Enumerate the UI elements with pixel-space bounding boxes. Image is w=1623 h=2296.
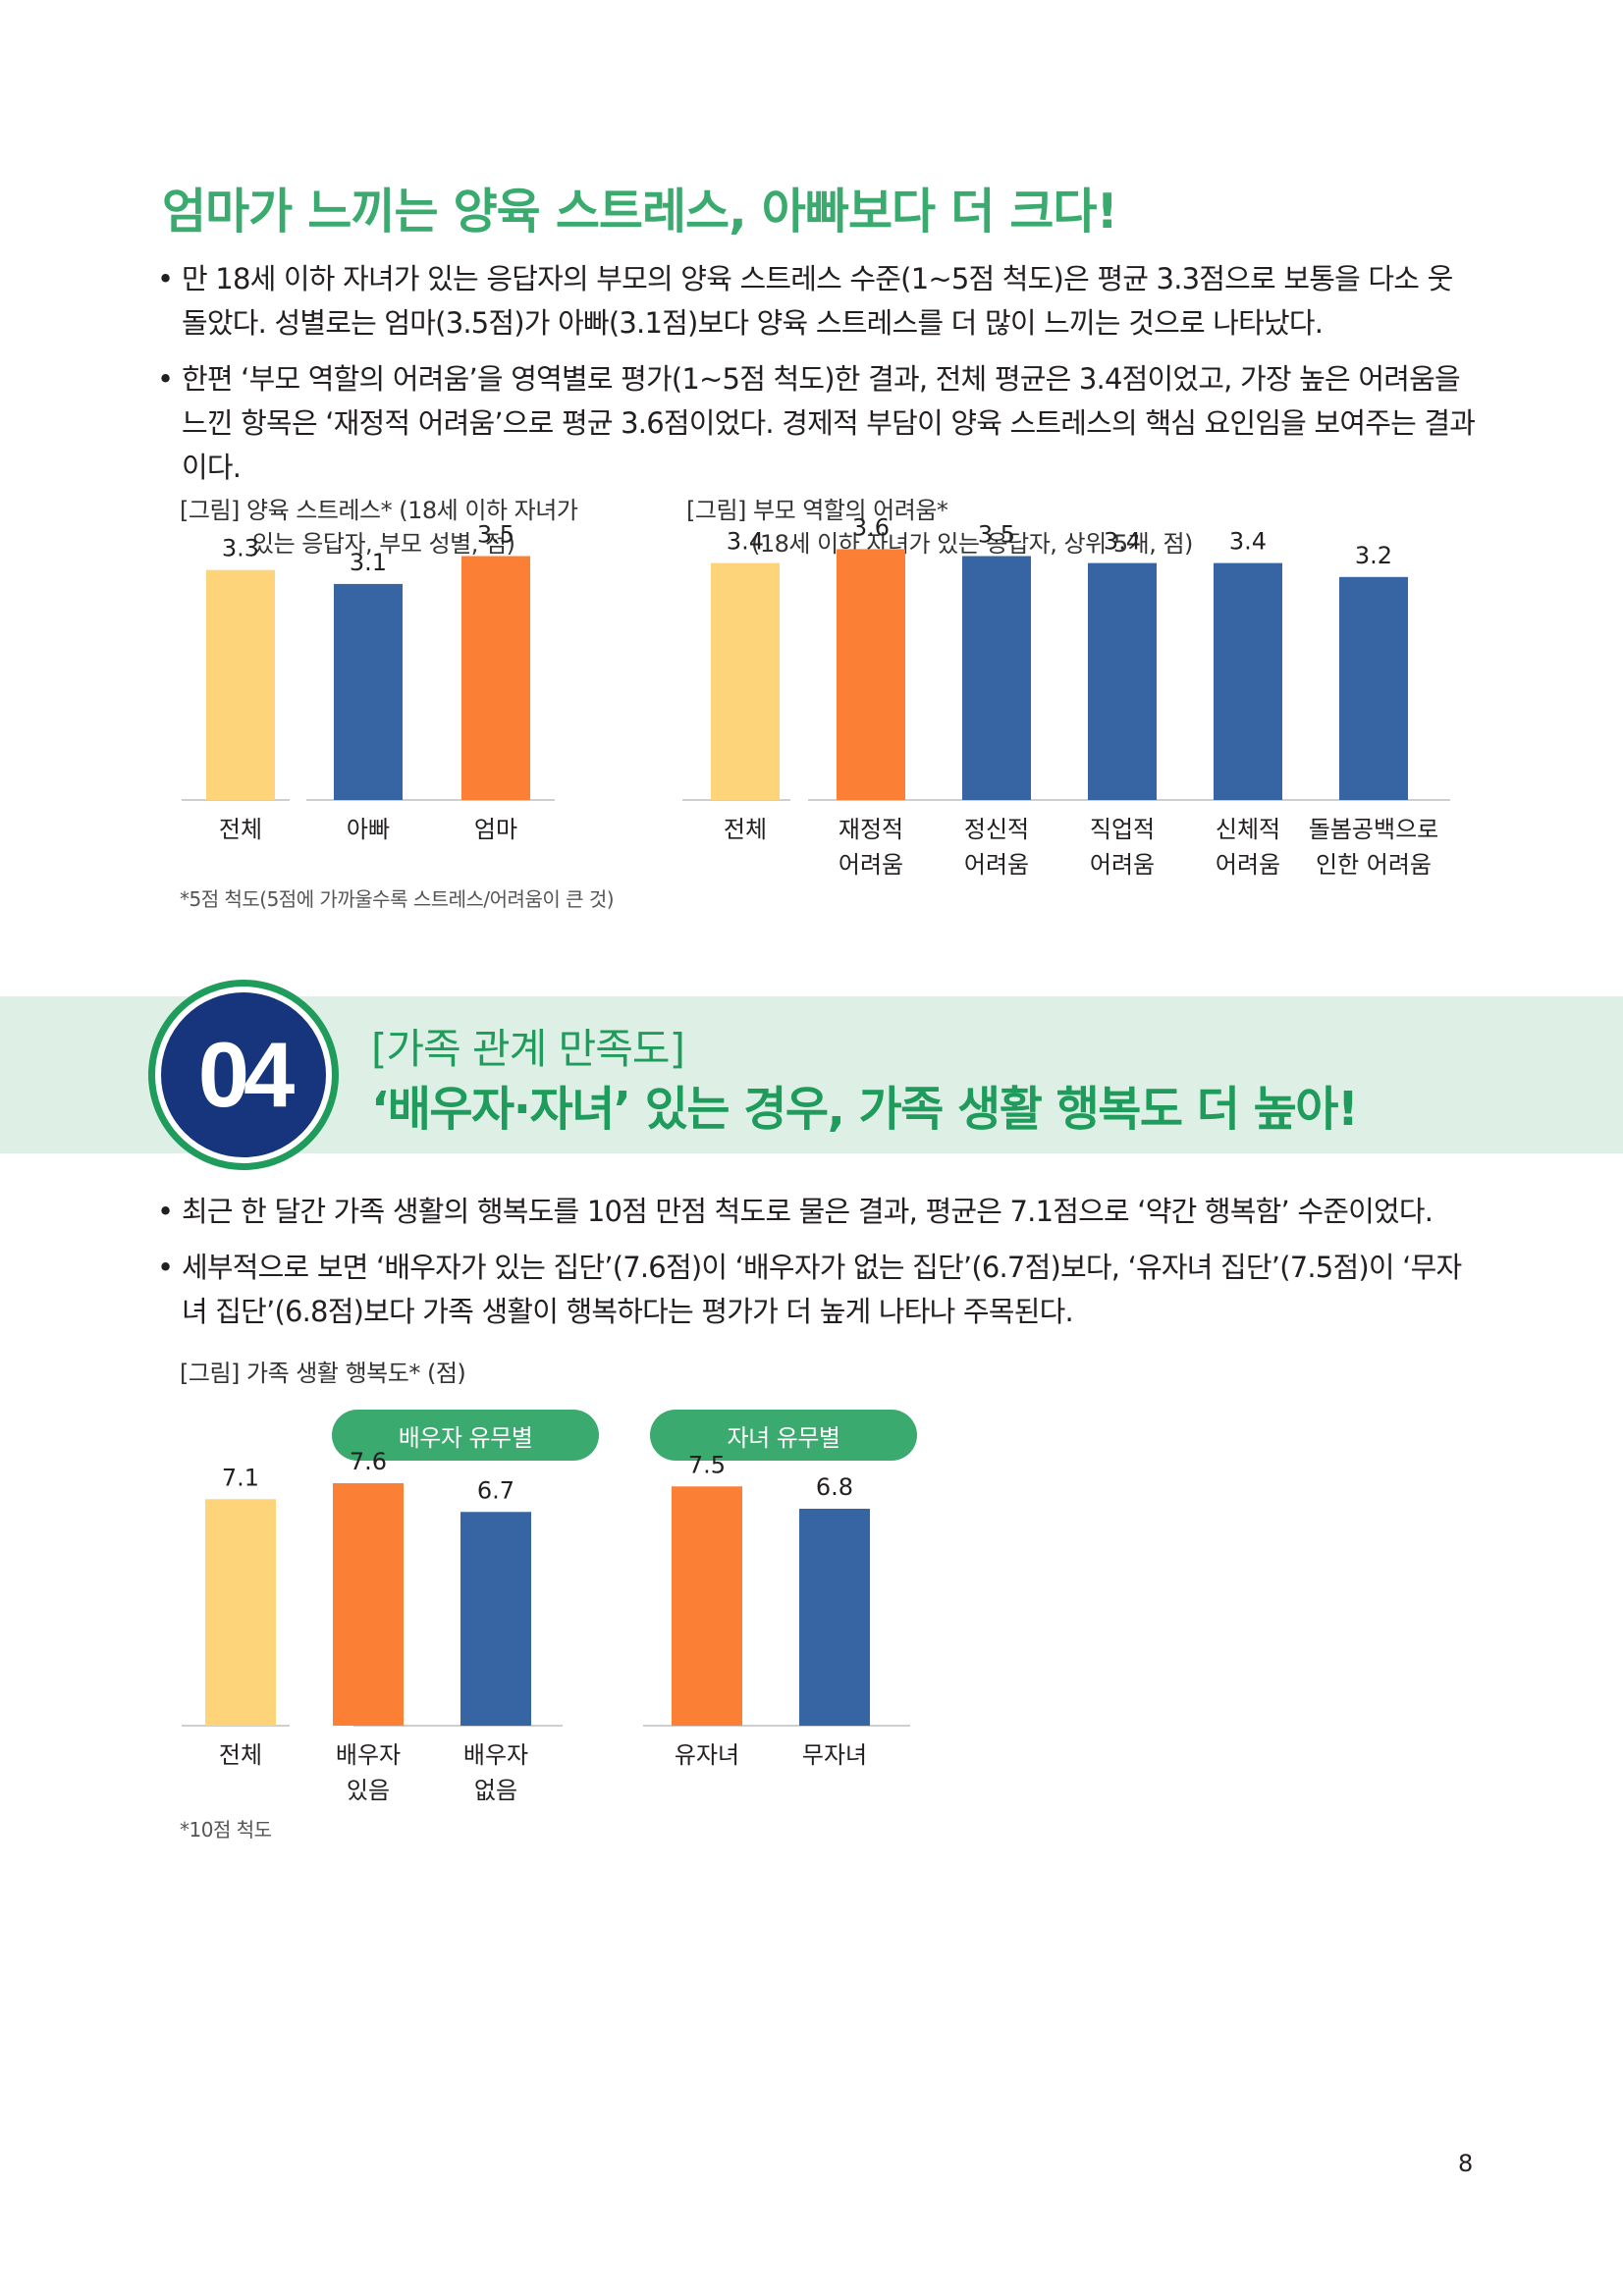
data-label: 3.3 <box>222 535 259 562</box>
data-label: 6.7 <box>477 1476 514 1504</box>
parenting-stress-chart: 3.3 전체 3.1 아빠 3.5 엄마 <box>182 521 555 843</box>
category-label: 어려움 <box>839 851 903 879</box>
bar <box>461 556 530 800</box>
section-title: 엄마가 느끼는 양육 스트레스, 아빠보다 더 크다! <box>162 184 1118 240</box>
category-label: 직업적 <box>1090 816 1155 843</box>
section-subtitle: [가족 관계 만족도] <box>371 1025 685 1073</box>
bullet-item: 최근 한 달간 가족 생활의 행복도를 10점 만점 척도로 물은 결과, 평균… <box>157 1190 1478 1234</box>
footnote: *5점 척도(5점에 가까울수록 스트레스/어려움이 큰 것) <box>180 887 615 911</box>
category-label: 있음 <box>347 1777 390 1804</box>
section-title: ‘배우자·자녀’ 있는 경우, 가족 생활 행복도 더 높아! <box>371 1082 1359 1137</box>
category-label: 돌봄공백으로 <box>1309 816 1438 843</box>
category-label: 신체적 <box>1216 816 1280 843</box>
group-label-children: 자녀 유무별 <box>650 1410 917 1461</box>
category-label: 인한 어려움 <box>1316 851 1432 879</box>
data-label: 3.4 <box>1229 528 1267 556</box>
bar <box>1088 562 1157 800</box>
bar <box>334 583 403 800</box>
page-number: 8 <box>1458 2150 1474 2177</box>
bar <box>206 569 275 800</box>
data-label: 3.6 <box>852 513 890 541</box>
category-label: 배우자 <box>463 1741 528 1769</box>
section-number: 04 <box>197 1023 296 1126</box>
category-label: 전체 <box>724 816 767 843</box>
category-label: 무자녀 <box>802 1741 867 1769</box>
category-label: 유자녀 <box>675 1741 739 1769</box>
data-label: 3.5 <box>978 521 1015 549</box>
data-label: 7.6 <box>350 1448 387 1475</box>
bar <box>205 1499 276 1726</box>
data-label: 3.5 <box>477 521 514 549</box>
bullet-list: 최근 한 달간 가족 생활의 행복도를 10점 만점 척도로 물은 결과, 평균… <box>157 1190 1478 1346</box>
category-label: 없음 <box>474 1777 517 1804</box>
bar <box>799 1509 870 1726</box>
data-label: 3.1 <box>350 549 387 576</box>
chart-caption-line: [그림] 부모 역할의 어려움* <box>686 497 948 524</box>
category-label: 엄마 <box>474 816 517 843</box>
group-label-spouse: 배우자 유무별 <box>332 1410 599 1461</box>
section-number-badge: 04 <box>155 987 332 1163</box>
bullet-item: 만 18세 이하 자녀가 있는 응답자의 부모의 양육 스트레스 수준(1~5점… <box>157 257 1478 346</box>
data-label: 6.8 <box>816 1473 853 1501</box>
bar <box>962 556 1031 800</box>
bullet-item: 세부적으로 보면 ‘배우자가 있는 집단’(7.6점)이 ‘배우자가 없는 집단… <box>157 1246 1478 1334</box>
bar <box>1214 562 1282 800</box>
bullet-list: 만 18세 이하 자녀가 있는 응답자의 부모의 양육 스트레스 수준(1~5점… <box>157 257 1478 502</box>
data-label: 3.2 <box>1355 542 1392 569</box>
category-label: 정신적 <box>964 816 1029 843</box>
chart-caption-line: [그림] 양육 스트레스* (18세 이하 자녀가 <box>180 497 578 524</box>
chart-caption-line: 있는 응답자, 부모 성별, 점) <box>252 530 515 558</box>
data-label: 3.4 <box>1104 528 1141 556</box>
footnote: *10점 척도 <box>180 1818 272 1842</box>
category-label: 어려움 <box>1216 851 1280 879</box>
category-label: 아빠 <box>347 816 390 843</box>
bar <box>333 1483 404 1726</box>
category-label: 어려움 <box>1090 851 1155 879</box>
bar <box>711 562 780 800</box>
bar <box>837 549 905 800</box>
bullet-item: 한편 ‘부모 역할의 어려움’을 영역별로 평가(1~5점 척도)한 결과, 전… <box>157 357 1478 490</box>
data-label: 3.4 <box>727 528 764 556</box>
category-label: 배우자 <box>336 1741 401 1769</box>
category-label: 전체 <box>219 1741 262 1769</box>
family-happiness-children-chart: 7.5 유자녀 6.8 무자녀 <box>643 1451 910 1769</box>
chart-caption: [그림] 가족 생활 행복도* (점) <box>180 1360 466 1387</box>
data-label: 7.1 <box>222 1464 259 1491</box>
category-label: 재정적 <box>839 816 903 843</box>
bar <box>460 1512 531 1726</box>
data-label: 7.5 <box>688 1451 726 1478</box>
category-label: 어려움 <box>964 851 1029 879</box>
bar <box>1339 576 1408 800</box>
chart-caption-line: (18세 이하 자녀가 있는 응답자, 상위 5개, 점) <box>751 530 1193 558</box>
category-label: 전체 <box>219 816 262 843</box>
bar <box>672 1486 742 1726</box>
